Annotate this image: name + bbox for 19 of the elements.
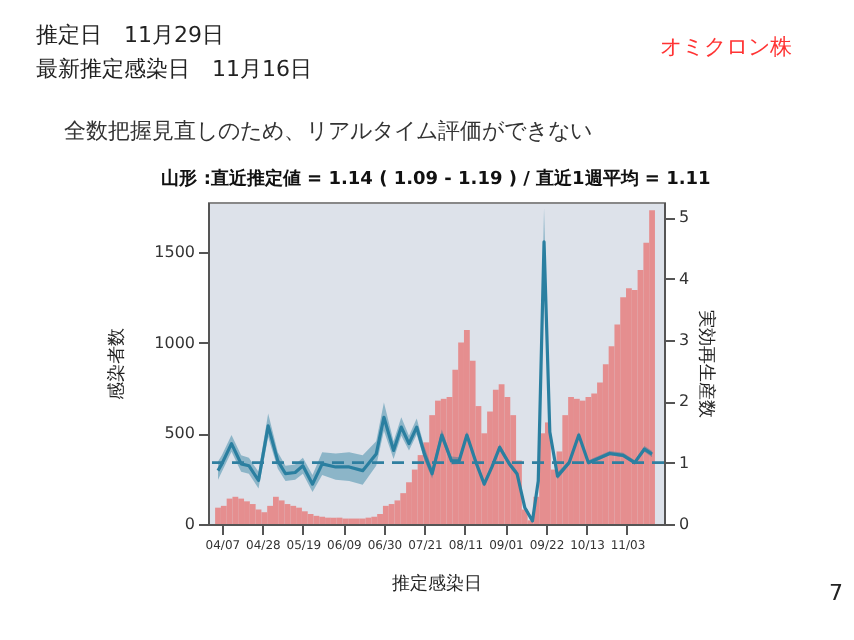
y2-tick-label: 5 <box>679 208 690 227</box>
text: オミクロン株 <box>660 34 792 60</box>
text: 最新推定感染日 11月16日 <box>36 56 312 82</box>
y2-tick-label: 0 <box>679 515 690 533</box>
text: 推定日 11月29日 <box>36 22 224 48</box>
y-tick-label: 1000 <box>154 333 195 352</box>
y2-tick-label: 2 <box>679 392 690 411</box>
text: 全数把握見直しのため、リアルタイム評価ができない <box>64 118 592 144</box>
y-tick-label: 1500 <box>154 242 195 261</box>
y2-tick-label: 4 <box>679 269 690 288</box>
x-axis-title: 推定感染日 <box>392 573 482 595</box>
y-axis-title: 感染者数 <box>106 328 129 400</box>
chart-title: 山形 :直近推定値 = 1.14 ( 1.09 - 1.19 ) / 直近1週平均 = 1.11 <box>161 168 711 190</box>
y2-tick-label: 1 <box>679 453 690 472</box>
y-tick-label: 0 <box>184 515 195 533</box>
y-tick-label: 500 <box>164 424 195 443</box>
y2-axis-title: 実効再生産数 <box>695 310 718 418</box>
text: 7 <box>829 580 843 606</box>
y2-tick-label: 3 <box>679 331 690 349</box>
